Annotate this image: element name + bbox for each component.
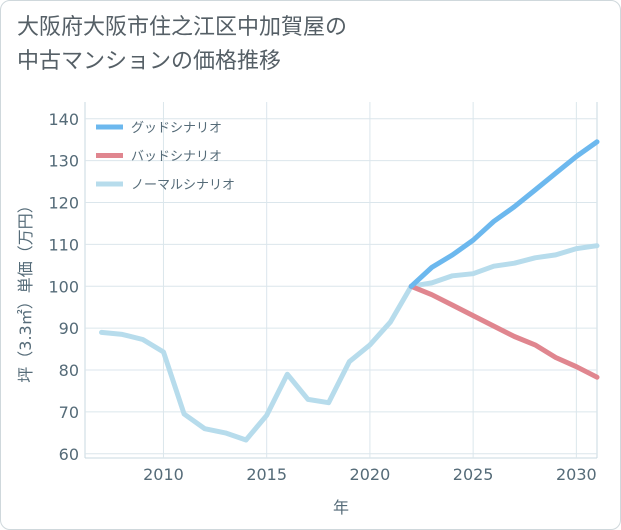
x-axis-title: 年 (333, 498, 349, 517)
y-tick-label-70: 70 (59, 403, 79, 422)
x-tick-label-2025: 2025 (453, 465, 494, 484)
x-tick-label-2015: 2015 (246, 465, 287, 484)
x-axis-ticks: 2010 2015 2020 2025 2030 (143, 465, 597, 484)
chart-title: 大阪府大阪市住之江区中加賀屋の 中古マンションの価格推移 (17, 11, 347, 79)
x-tick-label-2020: 2020 (350, 465, 391, 484)
series-lines (99, 139, 600, 443)
chart-title-line-1: 大阪府大阪市住之江区中加賀屋の (17, 15, 348, 40)
y-tick-label-130: 130 (48, 152, 79, 171)
y-tick-label-100: 100 (48, 277, 79, 296)
chart-title-line-2: 中古マンションの価格推移 (17, 49, 282, 74)
y-tick-label-110: 110 (48, 235, 79, 254)
y-tick-label-120: 120 (48, 194, 79, 213)
y-tick-label-90: 90 (59, 319, 79, 338)
y-axis-ticks: 60 70 80 90 100 110 120 130 140 (48, 110, 79, 464)
series-line-normal-scenario (99, 243, 600, 443)
y-tick-label-80: 80 (59, 361, 79, 380)
legend-label-good-scenario: グッドシナリオ (131, 121, 222, 136)
legend-label-bad-scenario: バッドシナリオ (131, 150, 222, 165)
x-tick-label-2010: 2010 (143, 465, 184, 484)
x-tick-label-2030: 2030 (556, 465, 597, 484)
y-axis-title: 坪（3.3㎡）単価（万円） (16, 197, 35, 382)
series-line-good-scenario (408, 139, 600, 289)
legend-label-normal-scenario: ノーマルシナリオ (131, 178, 235, 193)
y-tick-label-140: 140 (48, 110, 79, 129)
y-tick-label-60: 60 (59, 445, 79, 464)
series-line-bad-scenario (408, 283, 600, 380)
